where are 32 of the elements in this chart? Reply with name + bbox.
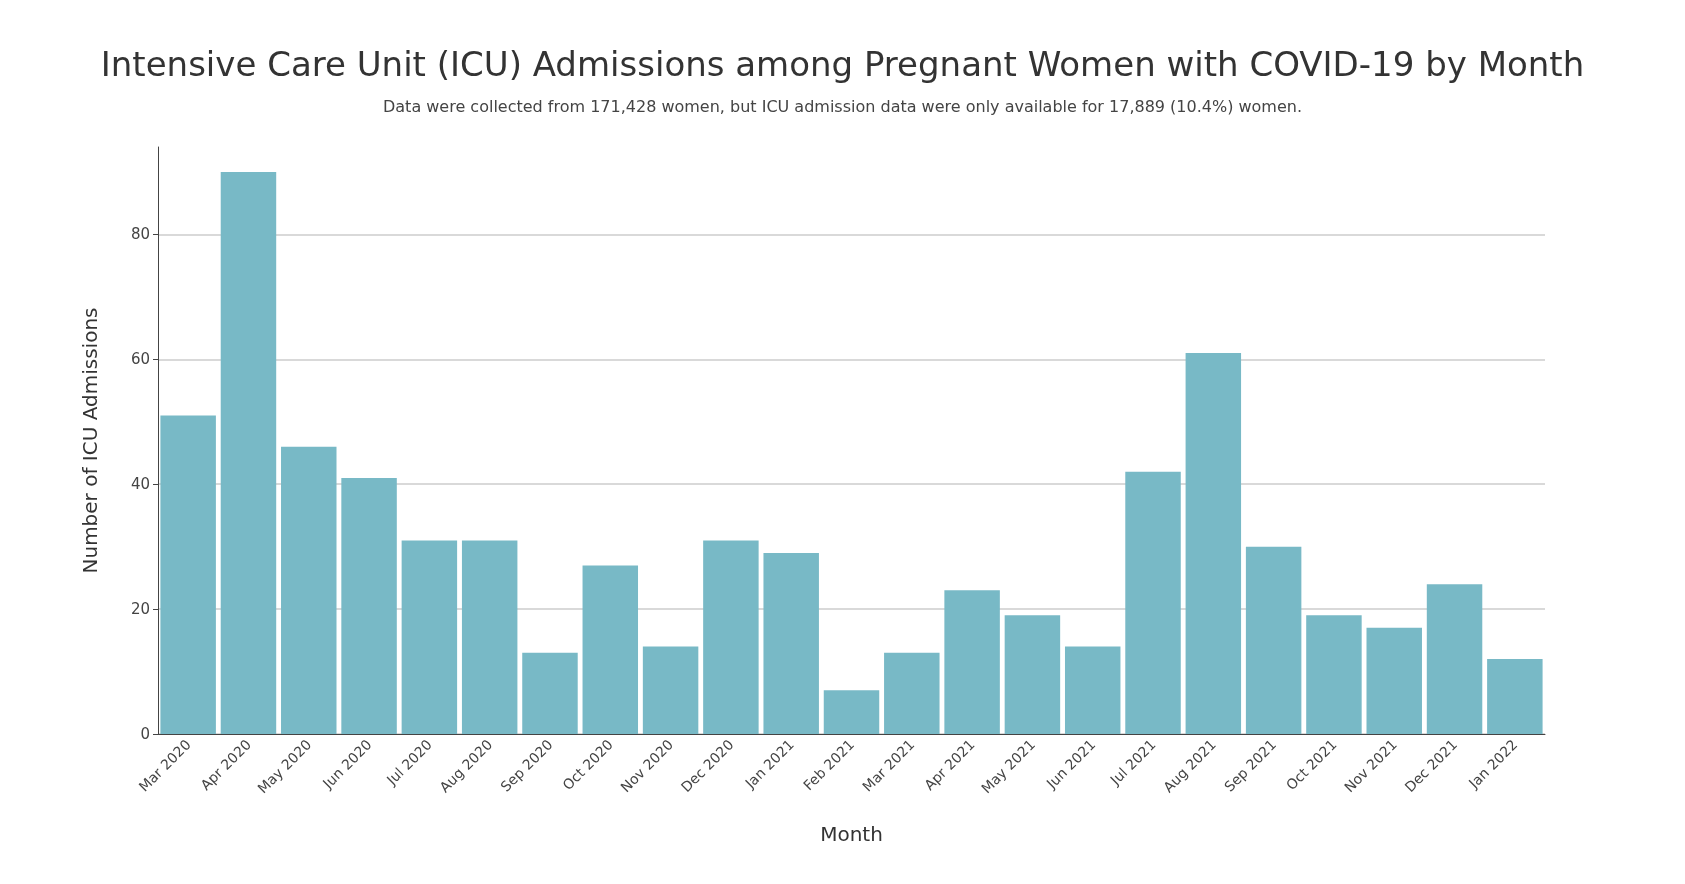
y-tick-label: 0 (140, 725, 150, 743)
bar (1426, 584, 1483, 734)
bar (220, 171, 277, 734)
bar (1306, 615, 1362, 734)
bar (341, 477, 397, 734)
chart-title: Intensive Care Unit (ICU) Admissions among Pregnant Women with COVID-19 by Month (100, 44, 1585, 84)
bar (401, 540, 458, 734)
bar (160, 415, 216, 734)
bar (1245, 546, 1302, 734)
bar (461, 540, 518, 734)
bar (281, 446, 337, 734)
y-axis-title: Number of ICU Admissions (78, 307, 102, 574)
bar (1487, 659, 1543, 734)
bar (1064, 646, 1121, 734)
bar (823, 690, 880, 734)
bar (763, 552, 819, 734)
y-tick-label: 20 (130, 600, 150, 619)
bar (522, 652, 578, 734)
bar (1125, 471, 1181, 734)
chart-subtitle: Data were collected from 171,428 women, but ICU admission data were only available for 17,889 (10.4%) women. (382, 96, 1303, 116)
x-axis-title: Month (820, 822, 883, 846)
bar (582, 565, 639, 734)
bar (1004, 615, 1061, 734)
y-tick-label: 60 (130, 350, 150, 369)
bar (944, 590, 1000, 734)
y-tick-label: 40 (130, 475, 150, 494)
bar (642, 646, 699, 734)
bar (1185, 353, 1242, 734)
bar (884, 652, 940, 734)
bar (1366, 627, 1422, 734)
bar (703, 540, 759, 734)
y-tick-label: 80 (130, 225, 150, 244)
